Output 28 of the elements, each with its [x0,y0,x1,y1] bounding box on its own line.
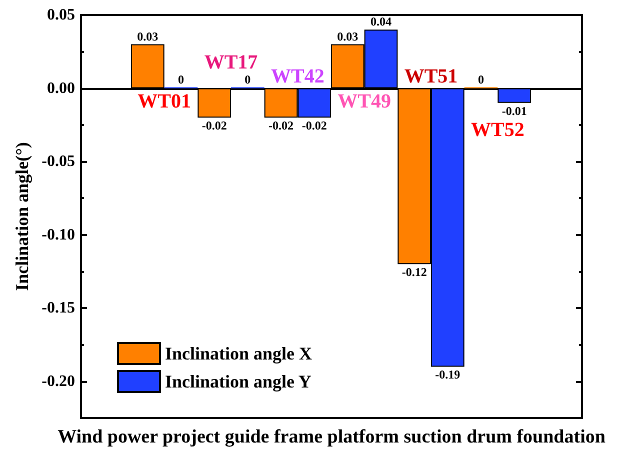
legend-label: Inclination angle Y [165,372,312,392]
y-axis-title: Inclination angle(°) [12,142,32,291]
data-label: 0.03 [137,29,158,44]
legend-label: Inclination angle X [165,344,312,364]
data-label: -0.02 [302,118,327,133]
data-label: 0 [244,72,251,86]
x-tick-label: WT01 [138,90,192,112]
data-label: 0.04 [370,14,392,29]
x-tick-label: WT52 [470,118,524,141]
data-label: 0 [478,72,484,86]
x-axis-title: Wind power project guide frame platform suction drum foundation [58,426,606,448]
x-tick-label: WT42 [270,65,324,88]
y-tick-label: 0.05 [47,6,75,24]
data-label: -0.19 [435,368,460,382]
x-tick-label: WT17 [204,51,258,74]
y-tick-label: -0.05 [42,153,75,170]
y-tick-label: -0.10 [42,226,75,244]
data-label: -0.12 [402,265,427,280]
y-tick-label: -0.20 [42,372,75,390]
x-tick-label: WT49 [338,90,392,112]
data-label: 0.03 [337,29,358,44]
data-label: -0.02 [202,118,227,133]
y-tick-label: 0.00 [47,80,75,97]
x-tick-label: WT51 [404,65,458,88]
data-label: 0 [178,72,184,86]
y-tick-label: -0.15 [42,300,75,317]
data-label: -0.01 [502,104,527,118]
data-label: -0.02 [268,118,294,133]
